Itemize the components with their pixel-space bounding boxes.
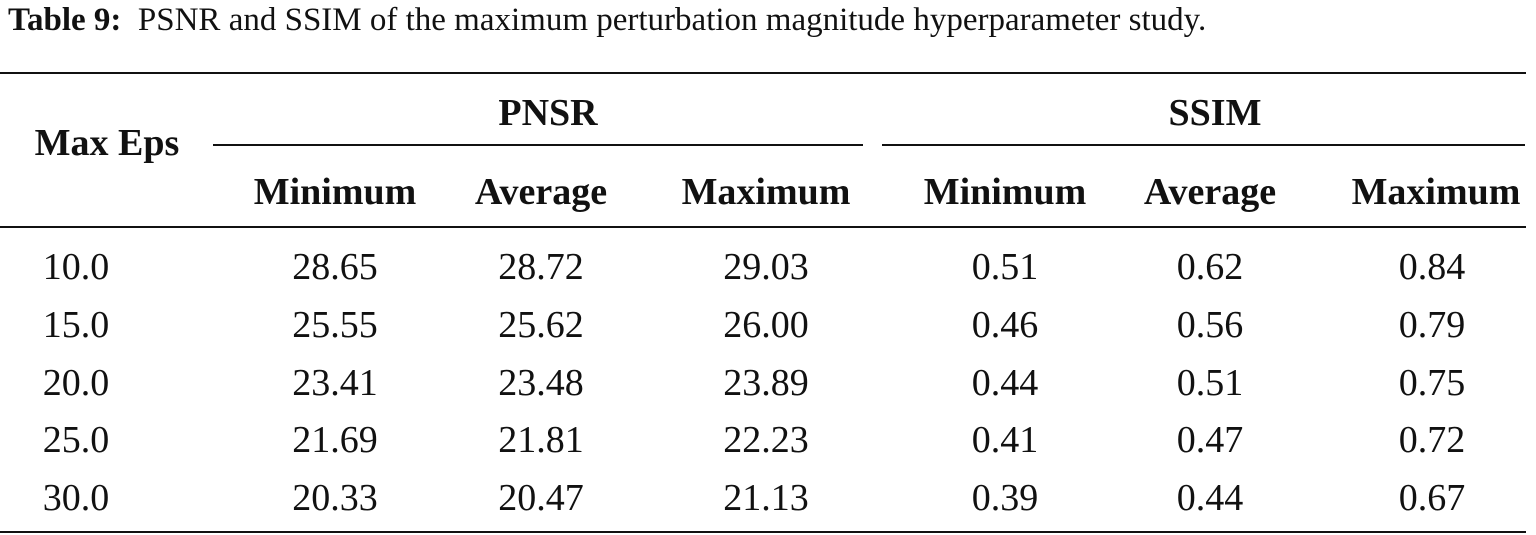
cell: 0.62 [1176,246,1244,288]
cell: 0.44 [1176,477,1244,520]
cell: 0.44 [971,361,1039,404]
cell: 23.89 [723,361,809,404]
cell: 0.47 [1176,419,1244,462]
column-header: Minimum [253,171,417,213]
cell: 0.41 [971,419,1039,462]
cell: 20.47 [498,477,584,520]
cell: 21.81 [498,419,584,462]
cell: 0.51 [971,246,1039,288]
bottom-rule [0,531,1526,533]
cell: 23.48 [498,361,584,404]
mid-rule [0,226,1526,228]
column-header: Average [474,171,608,213]
cell: 28.65 [292,246,378,288]
caption-text: PSNR and SSIM of the maximum perturbatio… [137,2,1207,38]
cell: 0.67 [1398,477,1466,520]
cell: 25.55 [292,303,378,346]
caption-label: Table 9: [8,2,122,38]
cell: 0.46 [971,303,1039,346]
cell: 23.41 [292,361,378,404]
row-header: Max Eps [34,122,180,164]
group-header: SSIM [1168,92,1262,134]
group-header: PNSR [498,92,598,134]
cell: 29.03 [723,246,809,288]
top-rule [0,72,1526,74]
cell: 0.72 [1398,419,1466,462]
cell: 0.56 [1176,303,1244,346]
cell: 0.51 [1176,361,1244,404]
cell: 26.00 [723,303,809,346]
row-label: 25.0 [42,419,110,462]
cell: 22.23 [723,419,809,462]
row-label: 30.0 [42,477,110,520]
cell: 0.79 [1398,303,1466,346]
group-rule [213,144,863,146]
column-header: Average [1143,171,1277,213]
row-label: 10.0 [42,246,110,288]
group-rule [882,144,1525,146]
row-label: 15.0 [42,303,110,346]
column-header: Minimum [923,171,1087,213]
cell: 20.33 [292,477,378,520]
column-header: Maximum [1351,171,1521,213]
column-header: Maximum [681,171,851,213]
cell: 21.13 [723,477,809,520]
cell: 0.84 [1398,246,1466,288]
cell: 28.72 [498,246,584,288]
caption: Table 9: PSNR and SSIM of the maximum pe… [8,2,1206,39]
cell: 0.75 [1398,361,1466,404]
cell: 0.39 [971,477,1039,520]
cell: 25.62 [498,303,584,346]
row-label: 20.0 [42,361,110,404]
cell: 21.69 [292,419,378,462]
